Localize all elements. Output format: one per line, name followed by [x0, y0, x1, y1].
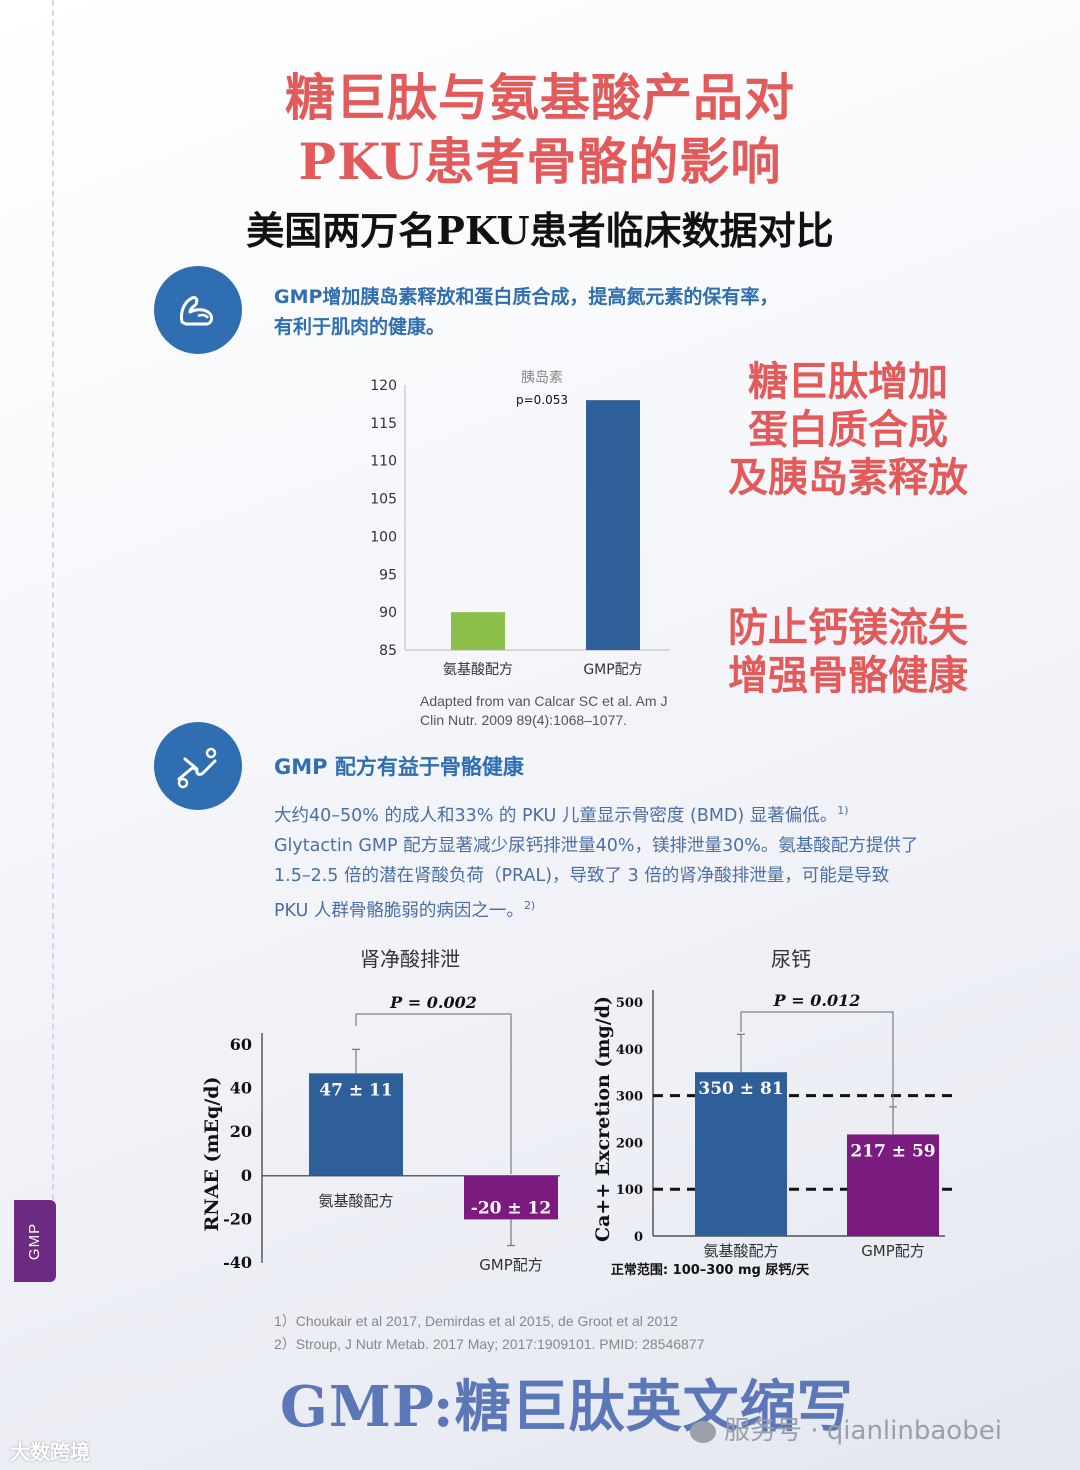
- chart2-p-value: P = 0.002: [389, 993, 477, 1012]
- chart2-ytick-label: 0: [241, 1166, 252, 1185]
- chart3-bar: [847, 1134, 939, 1236]
- para-line3: 1.5–2.5 倍的潜在肾酸负荷（PRAL)，导致了 3 倍的肾净酸排泄量，可能…: [274, 865, 890, 886]
- page-title-line2: PKU患者骨骼的影响: [298, 132, 782, 191]
- page-subtitle: 美国两万名PKU患者临床数据对比: [246, 208, 834, 253]
- citation-line1: Adapted from van Calcar SC et al. Am J: [420, 693, 668, 709]
- chart2-category-label: GMP配方: [479, 1256, 543, 1274]
- chart1-p-value: p=0.053: [516, 393, 568, 407]
- watermark-right-text: 服务号 · qianlinbaobei: [724, 1416, 1002, 1446]
- para-sup1: 1): [837, 804, 849, 817]
- chart1-ytick-label: 95: [379, 567, 397, 583]
- callout-protein-synthesis: 糖巨肽增加 蛋白质合成 及胰岛素释放: [728, 358, 968, 502]
- chart1-ytick-label: 115: [370, 416, 397, 432]
- chart1-ytick-label: 90: [379, 605, 397, 621]
- section1-text: GMP增加胰岛素释放和蛋白质合成，提高氮元素的保有率， 有利于肌肉的健康。: [274, 282, 778, 342]
- chart2-data-label: 47 ± 11: [319, 1080, 392, 1100]
- para-sup2: 2): [523, 898, 536, 912]
- callout1-line2: 蛋白质合成: [748, 406, 948, 453]
- chart1-ytick-label: 120: [370, 378, 397, 394]
- chart2-bar: [464, 1175, 558, 1220]
- chart3-data-label: 350 ± 81: [698, 1079, 783, 1099]
- chart3-ytick-label: 300: [616, 1090, 643, 1105]
- chart2-ytick-label: 40: [230, 1079, 252, 1098]
- chart3-normal-range-note: 正常范围: 100–300 mg 尿钙/天: [611, 1262, 810, 1278]
- para-line1: 大约40–50% 的成人和33% 的 PKU 儿童显示骨密度 (BMD) 显著偏…: [274, 805, 838, 826]
- chart2-significance-bracket: [355, 1013, 512, 1174]
- section2-heading: GMP 配方有益于骨骼健康: [274, 755, 524, 779]
- wechat-icon: [690, 1420, 716, 1443]
- chart1-ytick-label: 105: [370, 492, 397, 508]
- chart3-p-value: P = 0.012: [773, 991, 861, 1010]
- insulin-bar-chart: 85 90 95 100 105 110 115 120 胰岛素 p=0.053 氨基酸配方 GMP配…: [370, 370, 670, 678]
- chart3-ylabel: Ca++ Excretion (mg/d): [592, 996, 614, 1242]
- chart1-category-label: 氨基酸配方: [443, 661, 513, 678]
- chart3-data-label: 217 ± 59: [850, 1141, 935, 1161]
- rnae-bar-chart: 肾净酸排泄 -40 -20 0 20 40 60 RNAE (mEq/d) 47 ± 11 氨基酸…: [201, 947, 560, 1274]
- chart3-category-label: GMP配方: [861, 1242, 925, 1260]
- chart2-ytick-label: -20: [223, 1209, 252, 1228]
- chart1-category-label: GMP配方: [583, 662, 642, 678]
- ref-line1: 1）Choukair et al 2017, Demirdas et al 20…: [274, 1313, 678, 1329]
- footer-title: GMP:糖巨肽英文缩写: [280, 1374, 854, 1440]
- ref-line2: 2）Stroup, J Nutr Metab. 2017 May; 2017:1…: [274, 1336, 705, 1352]
- chart1-bar: [451, 612, 505, 650]
- chart3-category-label: 氨基酸配方: [703, 1242, 778, 1260]
- chart3-ytick-label: 400: [616, 1043, 643, 1058]
- chart2-title: 肾净酸排泄: [360, 947, 460, 971]
- callout2-line1: 防止钙镁流失: [728, 604, 968, 651]
- chart3-ytick-label: 500: [616, 996, 643, 1011]
- references: 1）Choukair et al 2017, Demirdas et al 20…: [274, 1310, 704, 1356]
- citation-line2: Clin Nutr. 2009 89(4):1068–1077.: [420, 712, 628, 728]
- chart3-ytick-label: 200: [616, 1136, 643, 1151]
- chart1-ytick-label: 110: [370, 454, 397, 470]
- callout2-line2: 增强骨骼健康: [728, 652, 968, 699]
- callout1-line3: 及胰岛素释放: [728, 454, 968, 501]
- para-line4: PKU 人群骨骼脆弱的病因之一。: [274, 900, 524, 921]
- chart1-ytick-label: 85: [379, 643, 397, 659]
- watermark-left: 大数跨境: [10, 1440, 90, 1464]
- chart2-ylabel: RNAE (mEq/d): [201, 1076, 223, 1231]
- chart2-ytick-label: 20: [230, 1122, 252, 1141]
- chart2-category-label: 氨基酸配方: [318, 1192, 393, 1210]
- watermark-right: 服务号 · qianlinbaobei: [690, 1410, 1002, 1447]
- section1-text-line1: GMP增加胰岛素释放和蛋白质合成，提高氮元素的保有率，: [274, 286, 779, 308]
- section1-text-line2: 有利于肌肉的健康。: [274, 316, 446, 338]
- side-tab-label: GMP: [26, 1222, 44, 1260]
- chart1-title: 胰岛素: [521, 370, 563, 386]
- muscle-arm-icon: [154, 266, 242, 354]
- page-title-line1: 糖巨肽与氨基酸产品对: [285, 68, 795, 127]
- chart3-title: 尿钙: [771, 947, 811, 971]
- side-tab-gmp: GMP: [14, 1200, 56, 1282]
- chart2-ytick-label: -40: [223, 1253, 252, 1272]
- chart3-bar: [695, 1072, 787, 1236]
- section2-paragraph: 大约40–50% 的成人和33% 的 PKU 儿童显示骨密度 (BMD) 显著偏…: [274, 796, 994, 926]
- callout-bone-health: 防止钙镁流失 增强骨骼健康: [728, 604, 968, 700]
- chart1-citation: Adapted from van Calcar SC et al. Am J C…: [420, 692, 667, 730]
- joint-bone-icon: [154, 722, 242, 810]
- callout1-line1: 糖巨肽增加: [748, 358, 948, 405]
- chart2-ytick-label: 60: [230, 1035, 252, 1054]
- para-line2: Glytactin GMP 配方显著减少尿钙排泄量40%，镁排泄量30%。氨基酸…: [274, 835, 919, 856]
- chart1-ytick-label: 100: [370, 529, 397, 545]
- chart3-ytick-label: 100: [616, 1183, 643, 1198]
- chart3-ytick-label: 0: [634, 1230, 643, 1245]
- chart2-data-label: -20 ± 12: [471, 1198, 551, 1218]
- chart1-bar: [586, 400, 640, 650]
- chart3-significance-bracket: [740, 1011, 894, 1106]
- side-dashed-line: [52, 0, 54, 1200]
- chart2-bar: [309, 1073, 403, 1176]
